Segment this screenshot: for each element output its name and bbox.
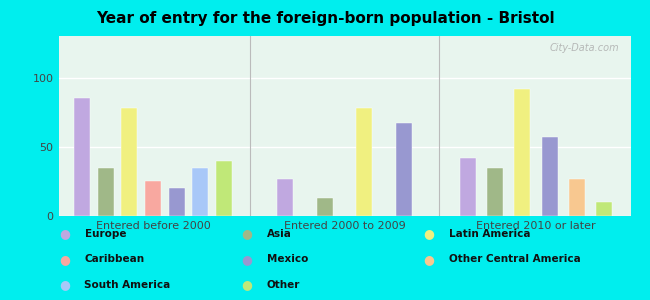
Text: ●: ● (60, 253, 70, 266)
Bar (74, 98, 90, 216)
Text: Mexico: Mexico (266, 254, 308, 265)
Bar (317, 198, 333, 216)
Text: ●: ● (60, 227, 70, 241)
Bar (569, 178, 585, 216)
Text: Other: Other (266, 280, 300, 290)
Bar (168, 188, 185, 216)
Text: South America: South America (84, 280, 171, 290)
Text: Other Central America: Other Central America (448, 254, 580, 265)
Bar (192, 167, 208, 216)
Text: ●: ● (242, 253, 252, 266)
Bar (396, 123, 411, 216)
Bar (98, 167, 114, 216)
Text: ●: ● (424, 253, 434, 266)
Bar (460, 158, 476, 216)
Bar (122, 108, 137, 216)
Text: Europe: Europe (84, 229, 126, 239)
Bar (278, 178, 293, 216)
Bar (356, 108, 372, 216)
Text: Caribbean: Caribbean (84, 254, 144, 265)
Text: City-Data.com: City-Data.com (549, 43, 619, 53)
Bar (488, 167, 503, 216)
Text: ●: ● (60, 278, 70, 292)
Text: Year of entry for the foreign-born population - Bristol: Year of entry for the foreign-born popul… (96, 11, 554, 26)
Bar (145, 182, 161, 216)
Bar (216, 160, 232, 216)
Text: ●: ● (242, 227, 252, 241)
Bar (596, 202, 612, 216)
Text: Asia: Asia (266, 229, 291, 239)
Text: Latin America: Latin America (448, 229, 530, 239)
Text: ●: ● (424, 227, 434, 241)
Text: ●: ● (242, 278, 252, 292)
Bar (514, 88, 530, 216)
Bar (541, 137, 558, 216)
